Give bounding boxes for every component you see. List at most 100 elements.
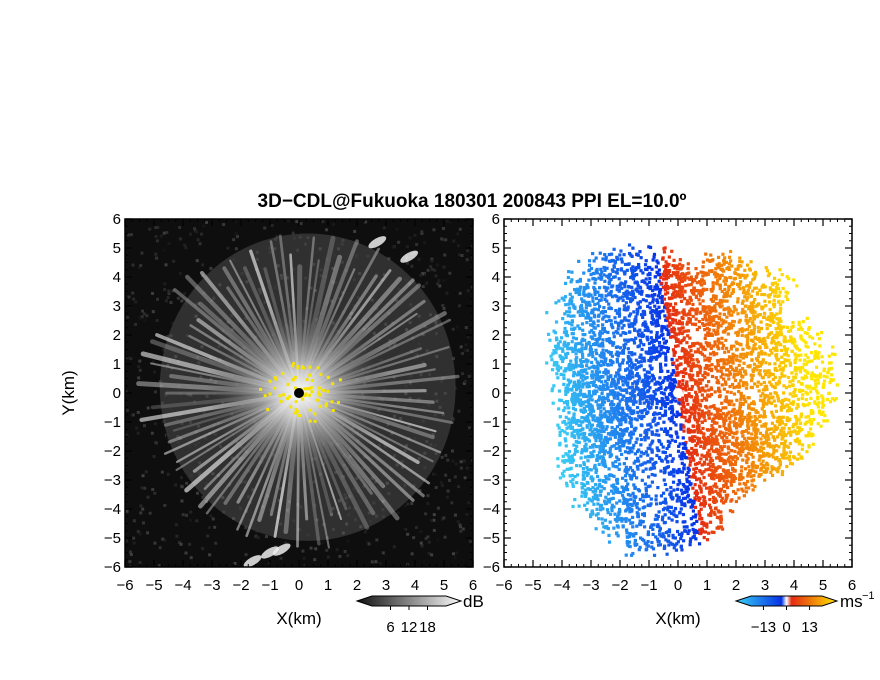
velocity-pixel [691, 527, 695, 532]
velocity-pixel [687, 475, 691, 479]
velocity-pixel [587, 259, 592, 263]
velocity-pixel [741, 476, 745, 480]
velocity-pixel [622, 304, 626, 308]
velocity-pixel [668, 407, 672, 411]
velocity-pixel [602, 525, 606, 529]
velocity-pixel [561, 454, 565, 458]
velocity-pixel [560, 296, 564, 300]
velocity-pixel [604, 396, 608, 401]
velocity-pixel [587, 384, 591, 389]
velocity-pixel [693, 350, 698, 354]
velocity-pixel [585, 320, 589, 325]
noise-pixel [244, 553, 248, 557]
noise-pixel [156, 225, 160, 229]
velocity-pixel [574, 357, 578, 362]
velocity-pixel [592, 276, 596, 281]
velocity-pixel [635, 449, 640, 454]
velocity-pixel [695, 392, 699, 397]
velocity-pixel [620, 493, 625, 497]
velocity-pixel [724, 483, 728, 487]
velocity-pixel [573, 435, 577, 439]
velocity-pixel [810, 377, 814, 381]
velocity-pixel [628, 439, 632, 443]
velocity-pixel [701, 299, 705, 303]
velocity-pixel [759, 462, 763, 466]
velocity-pixel [779, 330, 783, 334]
velocity-pixel [595, 433, 599, 438]
velocity-pixel [664, 292, 668, 296]
velocity-pixel [597, 293, 602, 298]
noise-pixel [216, 339, 220, 343]
velocity-pixel [596, 308, 601, 312]
velocity-pixel [581, 385, 585, 389]
velocity-pixel [579, 376, 583, 380]
velocity-pixel [650, 399, 655, 403]
velocity-pixel [567, 449, 572, 454]
velocity-pixel [643, 438, 647, 442]
velocity-pixel [657, 305, 661, 309]
velocity-pixel [568, 424, 573, 428]
left-x-axis-label: X(km) [276, 609, 321, 628]
velocity-pixel [745, 273, 749, 278]
noise-pixel [434, 473, 438, 477]
noise-pixel [232, 238, 236, 242]
velocity-pixel [676, 373, 680, 377]
overflow-pixel [308, 393, 312, 397]
noise-pixel [434, 323, 438, 327]
velocity-pixel [737, 385, 742, 389]
x-tick-label: 3 [382, 577, 390, 594]
velocity-pixel [617, 435, 621, 439]
velocity-pixel [828, 400, 833, 404]
velocity-pixel [710, 444, 714, 448]
velocity-pixel [621, 331, 625, 335]
velocity-pixel [755, 384, 760, 388]
noise-pixel [459, 525, 463, 529]
velocity-pixel [800, 447, 804, 451]
velocity-pixel [645, 267, 649, 272]
velocity-pixel [738, 287, 742, 291]
velocity-pixel [698, 381, 702, 385]
noise-pixel [450, 449, 454, 453]
velocity-pixel [642, 414, 646, 419]
velocity-pixel [687, 373, 692, 377]
y-tick-label: 0 [113, 385, 121, 402]
noise-pixel [142, 312, 146, 316]
velocity-pixel [683, 275, 687, 279]
velocity-pixel [681, 512, 686, 517]
velocity-pixel [705, 258, 710, 262]
noise-pixel [364, 220, 368, 224]
velocity-pixel [695, 288, 699, 293]
velocity-pixel [715, 515, 720, 520]
velocity-pixel [640, 356, 644, 360]
velocity-pixel [755, 442, 760, 446]
velocity-pixel [641, 315, 645, 320]
velocity-pixel [699, 490, 703, 494]
velocity-pixel [625, 374, 629, 378]
velocity-pixel [679, 456, 683, 461]
velocity-pixel [606, 286, 610, 290]
velocity-pixel [712, 404, 716, 408]
velocity-pixel [764, 422, 768, 426]
velocity-pixel [595, 389, 599, 393]
velocity-pixel [617, 309, 621, 313]
noise-pixel [418, 489, 422, 493]
velocity-pixel [778, 303, 783, 307]
velocity-pixel [647, 371, 651, 375]
velocity-pixel [571, 349, 575, 354]
noise-pixel [403, 484, 407, 488]
velocity-pixel [585, 404, 589, 408]
overflow-pixel [274, 377, 278, 381]
noise-pixel [454, 462, 458, 466]
velocity-pixel [587, 412, 591, 417]
velocity-pixel [758, 339, 762, 343]
noise-pixel [141, 474, 145, 478]
velocity-pixel [677, 479, 681, 483]
overflow-pixel [313, 412, 317, 416]
velocity-pixel [606, 371, 610, 375]
velocity-pixel [664, 260, 668, 264]
velocity-pixel [791, 425, 795, 429]
noise-pixel [240, 272, 244, 276]
noise-pixel [184, 246, 188, 250]
velocity-pixel [686, 266, 690, 271]
velocity-pixel [785, 418, 789, 423]
